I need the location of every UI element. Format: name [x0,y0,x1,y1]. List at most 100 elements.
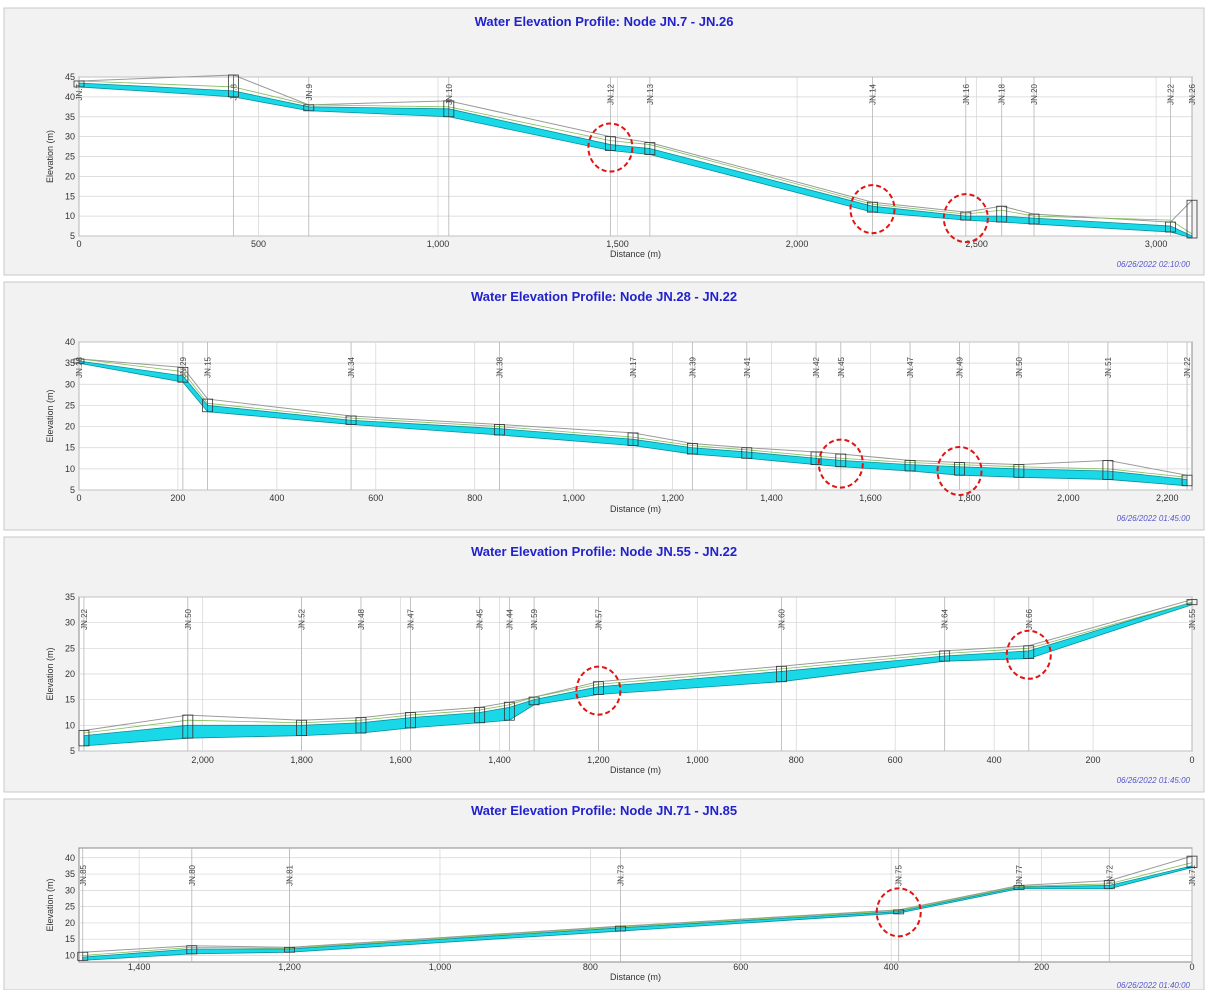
node-label: JN.38 [495,356,504,377]
x-tick-label: 1,200 [587,755,610,765]
profile-chart-3: Water Elevation Profile: Node JN.55 - JN… [3,536,1205,793]
node-label: JN.14 [868,83,877,104]
node-label: JN.13 [646,83,655,104]
highlight-circle [942,193,989,244]
y-tick-label: 35 [65,592,75,602]
chart-title: Water Elevation Profile: Node JN.28 - JN… [471,289,737,304]
x-tick-label: 0 [1189,755,1194,765]
node-label: JN.41 [743,356,752,377]
node-label: JN.12 [606,83,615,104]
x-tick-label: 1,000 [562,493,585,503]
x-tick-label: 400 [884,962,899,972]
y-axis-label: Elevation (m) [45,647,55,700]
x-tick-label: 600 [733,962,748,972]
y-tick-label: 40 [65,337,75,347]
node-label: JN.51 [1104,356,1113,377]
y-tick-label: 20 [65,669,75,679]
highlight-circle [936,445,983,496]
node-label: JN.59 [530,608,539,629]
x-tick-label: 2,000 [1057,493,1080,503]
y-axis-label: Elevation (m) [45,130,55,183]
x-tick-label: 1,200 [661,493,684,503]
y-tick-label: 15 [65,934,75,944]
highlight-circle [587,122,634,173]
x-tick-label: 1,000 [427,239,450,249]
node-label: JN.47 [406,608,415,629]
node-label: JN.52 [298,608,307,629]
y-tick-label: 25 [65,643,75,653]
x-tick-label: 3,000 [1145,239,1168,249]
y-tick-label: 35 [65,869,75,879]
highlight-circle [1005,629,1052,680]
y-axis-label: Elevation (m) [45,878,55,931]
y-axis-label: Elevation (m) [45,389,55,442]
x-tick-label: 800 [789,755,804,765]
node-label: JN.22 [1183,356,1192,377]
x-tick-label: 1,800 [958,493,981,503]
node-label: JN.81 [286,864,295,885]
y-tick-label: 10 [65,950,75,960]
node-label: JN.28 [75,356,84,377]
chart-title: Water Elevation Profile: Node JN.55 - JN… [471,544,737,559]
timestamp: 06/26/2022 02:10:00 [1117,260,1191,269]
y-tick-label: 35 [65,358,75,368]
x-tick-label: 1,400 [128,962,151,972]
profile-chart-4: Water Elevation Profile: Node JN.71 - JN… [3,798,1205,990]
highlight-circle [849,184,896,235]
profile-chart-1: Water Elevation Profile: Node JN.7 - JN.… [3,7,1205,276]
x-tick-label: 1,200 [278,962,301,972]
y-tick-label: 20 [65,171,75,181]
hgl-line-series [78,80,1193,235]
y-tick-label: 10 [65,464,75,474]
x-tick-label: 400 [987,755,1002,765]
x-tick-label: 2,500 [965,239,988,249]
y-tick-label: 15 [65,443,75,453]
node-label: JN.85 [79,864,88,885]
x-tick-label: 1,000 [686,755,709,765]
node-label: JN.60 [777,608,786,629]
node-label: JN.66 [1025,608,1034,629]
node-label: JN.71 [1188,864,1197,885]
node-label: JN.16 [962,83,971,104]
x-tick-label: 800 [467,493,482,503]
node-label: JN.50 [1015,356,1024,377]
x-tick-label: 1,800 [290,755,313,765]
y-tick-label: 15 [65,191,75,201]
y-tick-label: 10 [65,211,75,221]
node-label: JN.22 [1166,83,1175,104]
y-tick-label: 30 [65,132,75,142]
x-tick-label: 1,400 [488,755,511,765]
y-tick-label: 5 [70,231,75,241]
x-tick-label: 200 [1034,962,1049,972]
highlight-circle [817,438,864,489]
node-label: JN.39 [688,356,697,377]
x-tick-label: 2,000 [786,239,809,249]
x-tick-label: 1,000 [429,962,452,972]
node-label: JN.15 [204,356,213,377]
chart-title: Water Elevation Profile: Node JN.7 - JN.… [475,14,734,29]
x-tick-label: 200 [1086,755,1101,765]
node-label: JN.7 [75,83,84,100]
node-label: JN.9 [305,83,314,100]
timestamp: 06/26/2022 01:45:00 [1117,514,1191,523]
y-tick-label: 45 [65,72,75,82]
node-label: JN.49 [956,356,965,377]
node-label: JN.17 [629,356,638,377]
node-label: JN.80 [188,864,197,885]
x-tick-label: 500 [251,239,266,249]
x-axis-label: Distance (m) [610,765,661,775]
y-tick-label: 15 [65,695,75,705]
chart-title: Water Elevation Profile: Node JN.71 - JN… [471,803,737,818]
x-tick-label: 1,600 [389,755,412,765]
node-label: JN.42 [812,356,821,377]
x-tick-label: 400 [269,493,284,503]
ground-line-series [78,74,1193,223]
node-label: JN.64 [941,608,950,629]
y-tick-label: 20 [65,918,75,928]
node-label: JN.55 [1188,608,1197,629]
y-tick-label: 30 [65,379,75,389]
highlight-circle [875,887,922,938]
node-label: JN.10 [445,83,454,104]
x-tick-label: 0 [76,239,81,249]
x-axis-label: Distance (m) [610,972,661,982]
